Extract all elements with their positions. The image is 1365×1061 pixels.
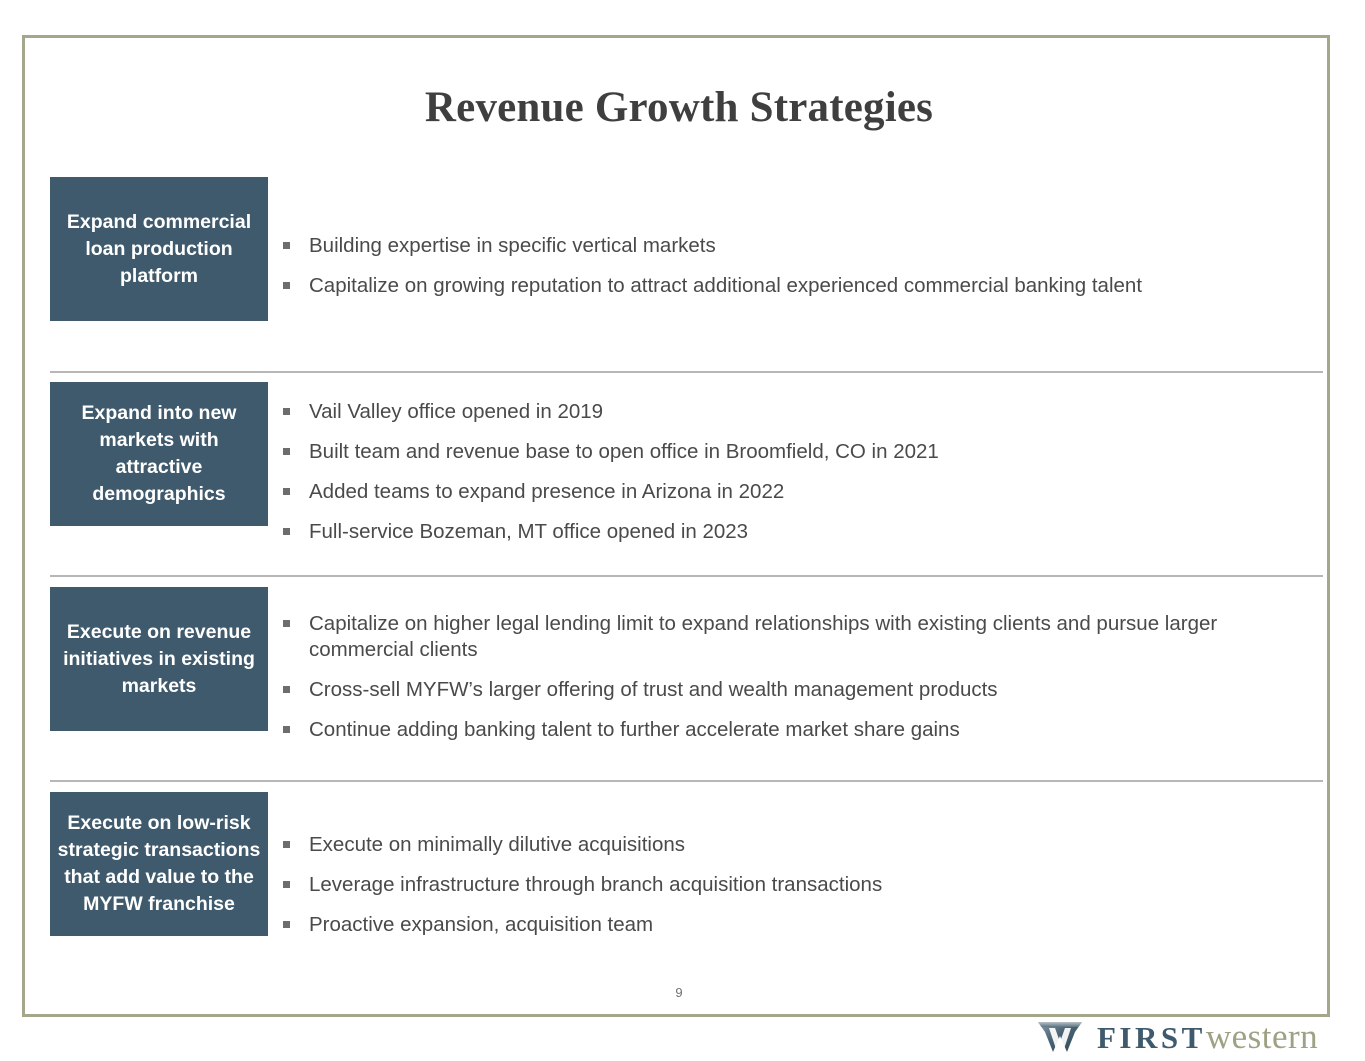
section-divider [50,575,1323,577]
bullet-text: Building expertise in specific vertical … [309,234,716,257]
section-divider [50,371,1323,373]
bullet-text: Execute on minimally dilutive acquisitio… [309,833,686,856]
bullet-item: Proactive expansion, acquisition team [280,912,1310,938]
bullet-item: Continue adding banking talent to furthe… [280,717,1310,743]
bullet-square-icon [283,528,290,535]
logo-first-text: FIRST [1097,1020,1206,1055]
bullet-text: Full-service Bozeman, MT office opened i… [309,520,749,543]
bullet-square-icon [283,921,290,928]
bullet-square-icon [283,841,290,848]
bullet-item: Cross-sell MYFW’s larger offering of tru… [280,677,1310,703]
bullet-text: Proactive expansion, acquisition team [309,913,654,936]
bullet-text: Capitalize on growing reputation to attr… [309,274,1143,297]
strategy-label-box: Expand commercial loan production platfo… [50,177,268,321]
bullet-item: Added teams to expand presence in Arizon… [280,479,1310,505]
brand-logo: FIRSTwestern [1037,1013,1318,1061]
bullet-text: Built team and revenue base to open offi… [309,440,939,463]
bullet-item: Building expertise in specific vertical … [280,233,1310,259]
logo-western-text: western [1205,1017,1319,1056]
strategy-bullet-list: Building expertise in specific vertical … [280,233,1310,299]
bullet-item: Built team and revenue base to open offi… [280,439,1310,465]
bullet-text: Cross-sell MYFW’s larger offering of tru… [309,678,998,701]
bullet-square-icon [283,448,290,455]
bullet-square-icon [283,881,290,888]
bullet-square-icon [283,242,290,249]
strategy-label-text: Execute on revenue initiatives in existi… [63,620,255,697]
bullet-text: Capitalize on higher legal lending limit… [309,612,1218,661]
bullet-text: Added teams to expand presence in Arizon… [309,480,785,503]
bullet-item: Capitalize on growing reputation to attr… [280,273,1310,299]
strategy-label-box: Execute on low-risk strategic transactio… [50,792,268,936]
bullet-item: Full-service Bozeman, MT office opened i… [280,519,1310,545]
bullet-text: Leverage infrastructure through branch a… [309,873,883,896]
page-number: 9 [675,985,683,1000]
logo-wordmark: FIRSTwestern [1097,1017,1318,1057]
bullet-text: Continue adding banking talent to furthe… [309,718,960,741]
bullet-item: Leverage infrastructure through branch a… [280,872,1310,898]
strategy-label-box: Expand into new markets with attractive … [50,382,268,526]
strategy-bullet-list: Capitalize on higher legal lending limit… [280,611,1310,743]
bullet-square-icon [283,488,290,495]
bullet-item: Vail Valley office opened in 2019 [280,399,1310,425]
section-divider [50,780,1323,782]
strategy-label-box: Execute on revenue initiatives in existi… [50,587,268,731]
bullet-text: Vail Valley office opened in 2019 [309,400,604,423]
bullet-square-icon [283,282,290,289]
strategy-bullet-list: Vail Valley office opened in 2019 Built t… [280,399,1310,545]
page-title: Revenue Growth Strategies [424,84,934,131]
bullet-item: Execute on minimally dilutive acquisitio… [280,832,1310,858]
bullet-square-icon [283,408,290,415]
strategy-label-text: Expand into new markets with attractive … [81,402,237,505]
strategy-bullet-list: Execute on minimally dilutive acquisitio… [280,832,1310,938]
bullet-item: Capitalize on higher legal lending limit… [280,611,1310,663]
bullet-square-icon [283,620,290,627]
strategy-label-text: Execute on low-risk strategic transactio… [57,812,261,915]
strategy-sections: Expand commercial loan production platfo… [25,38,1333,1020]
slide-frame: Revenue Growth Strategies Expand commerc… [22,35,1333,1056]
bullet-square-icon [283,726,290,733]
w-shield-icon [1038,1022,1082,1052]
strategy-label-text: Expand commercial loan production platfo… [66,210,252,287]
bullet-square-icon [283,686,290,693]
